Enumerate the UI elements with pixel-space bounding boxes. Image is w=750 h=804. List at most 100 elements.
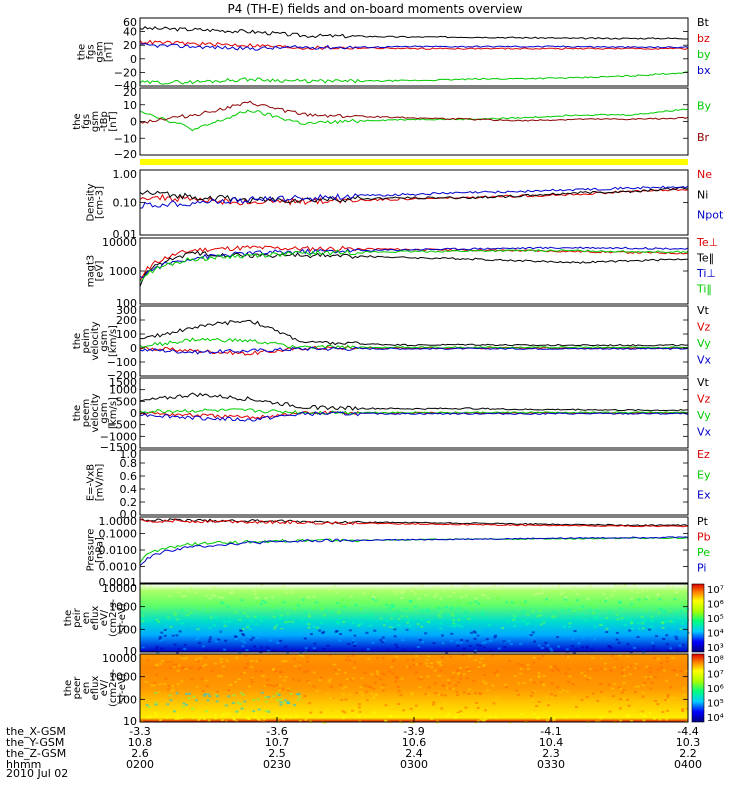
spectrogram-cell	[605, 597, 609, 600]
spectrogram-cell	[298, 695, 302, 698]
spectrogram-cell	[588, 677, 592, 679]
spectrogram-cell	[411, 691, 414, 694]
spectrogram-cell	[633, 646, 636, 649]
y-axis-label-line: eflux	[90, 676, 101, 701]
spectrogram-cell	[419, 676, 423, 679]
spectrogram-cell	[490, 650, 494, 653]
spectrogram-cell	[168, 694, 172, 697]
spectrogram-cell	[581, 637, 585, 640]
spectrogram-cell	[642, 588, 646, 591]
spectrogram-cell	[427, 655, 431, 658]
spectrogram-cell	[406, 706, 410, 709]
y-axis-label-line: [nT]	[104, 42, 115, 62]
spectrogram-cell	[155, 618, 159, 621]
spectrogram-cell	[681, 709, 685, 712]
spectrogram-cell	[169, 699, 173, 702]
spectrogram-cell	[474, 649, 477, 652]
spectrogram-cell	[652, 608, 656, 611]
y-tick-label: 1000	[109, 265, 137, 278]
spectrogram-cell	[532, 681, 536, 684]
spectrogram-cell	[330, 611, 334, 614]
spectrogram-cell	[626, 655, 630, 658]
spectrogram-cell	[404, 608, 408, 611]
spectrogram-cell	[166, 688, 170, 691]
spectrogram-cell	[406, 658, 410, 661]
y-tick-label: 0.8	[120, 457, 138, 470]
spectrogram-cell	[155, 645, 159, 648]
spectrogram-cell	[531, 691, 535, 694]
y-tick-label: 10	[123, 99, 137, 112]
spectrogram-cell	[660, 621, 664, 624]
spectrogram-cell	[327, 588, 331, 591]
spectrogram-cell	[410, 693, 414, 696]
spectrogram-cell	[409, 608, 413, 611]
spectrogram-cell	[450, 612, 454, 615]
spectrogram-cell	[604, 599, 608, 602]
spectrogram-cell	[612, 590, 616, 593]
ephemeris-value: -4.4	[677, 725, 698, 738]
spectrogram-cell	[257, 708, 261, 711]
spectrogram-cell	[435, 660, 439, 663]
spectrogram-cell	[373, 711, 377, 714]
spectrogram-cell	[289, 716, 292, 719]
spectrogram-cell	[389, 715, 393, 718]
spectrogram-cell	[176, 618, 179, 621]
spectrogram-cell	[336, 602, 340, 605]
legend-entry: Vz	[697, 393, 711, 406]
series-line-Vx	[139, 346, 689, 355]
y-tick-label: −500	[107, 419, 137, 432]
spectrogram-cell	[305, 670, 309, 673]
ephemeris-value: 0300	[400, 758, 428, 771]
spectrogram-cell	[585, 619, 588, 622]
spectrogram-cell	[329, 685, 333, 688]
spectrogram-cell	[243, 641, 247, 644]
spectrogram-cell	[257, 659, 261, 662]
ephemeris-value: -3.9	[403, 725, 424, 738]
spectrogram-cell	[643, 682, 646, 684]
spectrogram-cell	[409, 707, 413, 710]
spectrogram-cell	[468, 654, 471, 657]
spectrogram-cell	[165, 661, 169, 663]
spectrogram-cell	[455, 641, 459, 644]
spectrogram-cell	[181, 705, 185, 708]
spectrogram-cell	[673, 669, 677, 672]
legend-entry: Pt	[697, 515, 709, 528]
spectrogram-cell	[371, 641, 375, 644]
spectrogram-cell	[554, 694, 557, 697]
spectrogram-cell	[545, 701, 549, 703]
spectrogram-cell	[180, 622, 184, 625]
spectrogram-cell	[393, 628, 397, 631]
spectrogram-cell	[545, 598, 548, 601]
spectrogram-cell	[376, 673, 379, 676]
spectrogram-cell	[272, 588, 275, 590]
spectrogram-cell	[626, 715, 629, 718]
y-axis-label-line: fgs	[86, 44, 97, 59]
spectrogram-cell	[379, 678, 382, 681]
y-tick-label: 100	[116, 623, 137, 636]
spectrogram-cell	[272, 615, 276, 618]
spectrogram-cell	[205, 710, 208, 713]
spectrogram-cell	[592, 612, 596, 615]
y-tick-label: 0.2	[120, 496, 138, 509]
spectrogram-cell	[643, 598, 646, 601]
spectrogram-cell	[285, 591, 289, 594]
spectrogram-cell	[353, 629, 357, 632]
spectrogram-cell	[260, 691, 264, 694]
spectrogram-cell	[567, 603, 571, 606]
spectrogram-cell	[609, 646, 613, 649]
spectrogram-cell	[641, 691, 645, 694]
spectrogram-cell	[306, 660, 310, 663]
spectrogram-cell	[676, 590, 680, 593]
chart-title: P4 (TH-E) fields and on-board moments ov…	[227, 2, 522, 16]
spectrogram-cell	[287, 687, 291, 690]
spectrogram-cell	[301, 598, 305, 601]
spectrogram-cell	[522, 610, 526, 613]
spectrogram-cell	[580, 672, 584, 675]
spectrogram-cell	[381, 684, 385, 686]
spectrogram-cell	[671, 585, 674, 588]
y-tick-label: 0.0010	[99, 561, 138, 574]
spectrogram-cell	[385, 604, 389, 606]
y-tick-label: 1.0	[120, 448, 138, 461]
spectrogram-cell	[619, 719, 623, 722]
